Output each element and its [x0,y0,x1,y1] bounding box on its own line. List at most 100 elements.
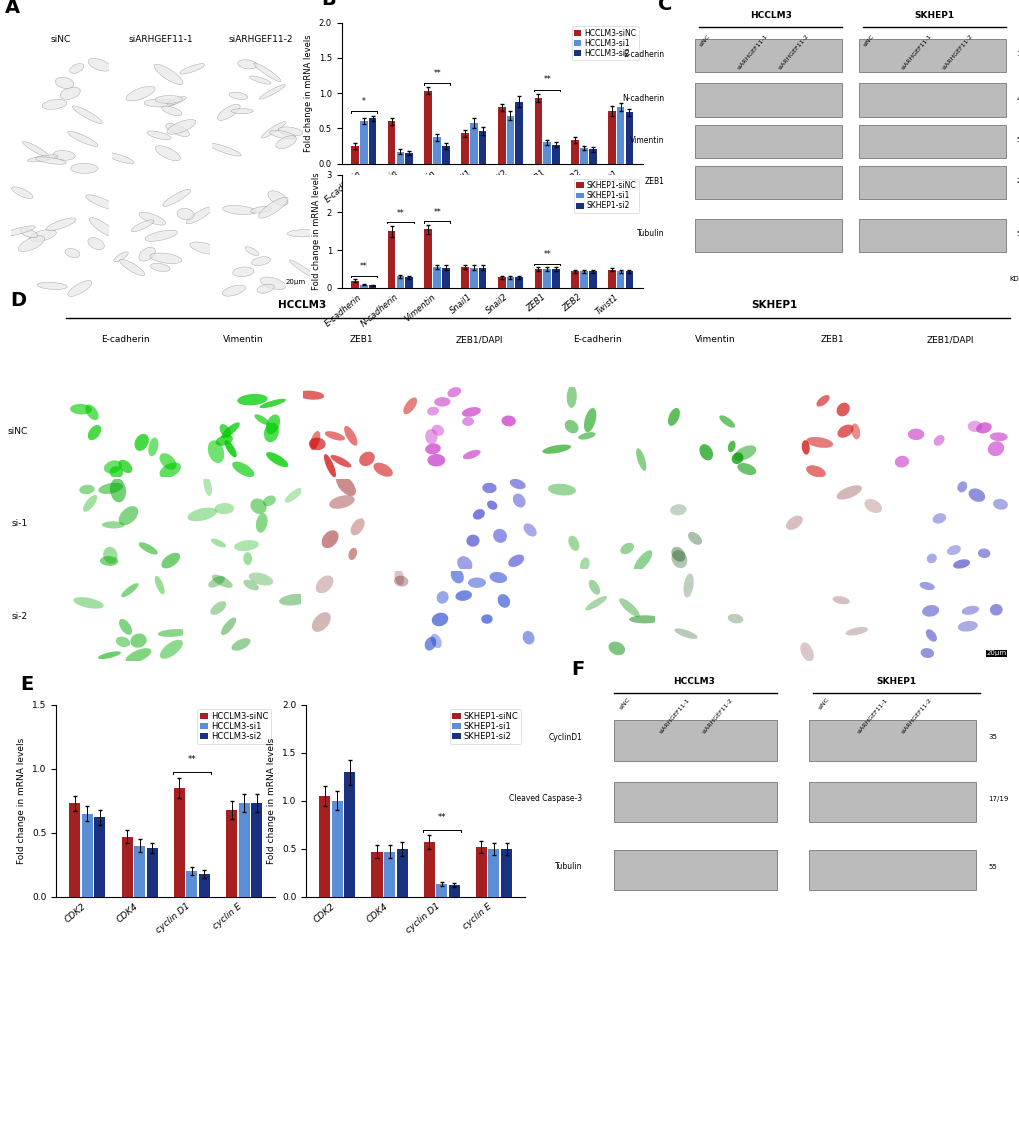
Ellipse shape [67,281,92,297]
Ellipse shape [894,456,908,468]
Text: **: ** [360,263,367,272]
Bar [551,268,559,288]
Ellipse shape [805,465,825,477]
Text: siARHGEF11-2: siARHGEF11-2 [701,697,734,734]
Ellipse shape [920,649,933,658]
Bar [616,107,624,164]
Text: siARHGEF11-1: siARHGEF11-1 [128,35,193,44]
Ellipse shape [116,636,130,647]
Ellipse shape [450,569,464,583]
Bar [470,267,477,288]
Ellipse shape [266,452,288,467]
Ellipse shape [961,606,978,615]
FancyBboxPatch shape [859,39,1006,72]
Bar [82,813,93,897]
Bar [423,843,434,897]
Text: Vimentin: Vimentin [694,335,735,344]
Ellipse shape [208,440,224,464]
Text: HCCLM3: HCCLM3 [673,677,714,686]
Ellipse shape [150,263,170,272]
Text: siARHGEF11-1: siARHGEF11-1 [900,34,932,71]
Text: CyclinD1: CyclinD1 [548,732,582,741]
Ellipse shape [845,627,867,635]
Text: Tubulin: Tubulin [554,862,582,871]
Bar [497,107,505,164]
Ellipse shape [86,405,99,421]
FancyBboxPatch shape [859,83,1006,116]
Ellipse shape [454,590,472,601]
Ellipse shape [73,597,104,609]
Ellipse shape [447,387,461,397]
Text: siARHGEF11-1: siARHGEF11-1 [736,34,768,71]
Ellipse shape [186,206,212,223]
Text: 120: 120 [1016,52,1019,58]
Legend: SKHEP1-siNC, SKHEP1-si1, SKHEP1-si2: SKHEP1-siNC, SKHEP1-si1, SKHEP1-si2 [574,178,638,212]
Ellipse shape [165,123,190,136]
Ellipse shape [932,435,944,446]
Ellipse shape [121,583,139,598]
Legend: HCCLM3-siNC, HCCLM3-si1, HCCLM3-si2: HCCLM3-siNC, HCCLM3-si1, HCCLM3-si2 [197,710,271,743]
Ellipse shape [88,425,101,440]
Bar [405,153,413,164]
Ellipse shape [481,615,492,624]
Bar [371,852,382,897]
Bar [405,277,413,288]
Bar [543,268,550,288]
Text: 55: 55 [987,864,996,870]
Text: N-cadherin: N-cadherin [622,94,664,103]
Bar [580,272,587,288]
Ellipse shape [462,407,480,417]
Text: HCCLM3: HCCLM3 [749,11,791,20]
Ellipse shape [436,591,448,603]
Y-axis label: Fold change in mRNA levels: Fold change in mRNA levels [304,34,313,152]
Ellipse shape [118,506,139,526]
Ellipse shape [489,572,506,583]
Ellipse shape [989,603,1002,616]
Ellipse shape [210,601,226,615]
Bar [199,874,210,897]
Text: siARHGEF11-1: siARHGEF11-1 [856,697,889,734]
Ellipse shape [287,230,321,237]
Ellipse shape [424,636,436,651]
Ellipse shape [237,60,257,69]
Ellipse shape [244,553,252,565]
Ellipse shape [728,441,735,452]
Ellipse shape [542,444,571,453]
Ellipse shape [98,483,123,494]
Ellipse shape [148,438,158,457]
Ellipse shape [975,422,990,433]
Ellipse shape [53,150,75,160]
Ellipse shape [667,408,680,426]
Ellipse shape [431,424,443,435]
Ellipse shape [926,554,935,563]
Ellipse shape [254,63,280,81]
Ellipse shape [159,453,176,470]
Ellipse shape [863,499,881,513]
Ellipse shape [257,284,274,293]
Ellipse shape [86,195,117,210]
Text: ZEB1: ZEB1 [348,335,373,344]
Text: Cleaved Caspase-3: Cleaved Caspase-3 [508,794,582,803]
Bar [360,122,367,164]
Ellipse shape [254,414,269,425]
Ellipse shape [208,143,240,156]
Bar [351,146,359,164]
Text: 35: 35 [987,734,997,740]
Ellipse shape [497,594,510,608]
Text: Vimentin: Vimentin [630,135,664,144]
Text: siARHGEF11-2: siARHGEF11-2 [776,34,809,71]
Text: siNC: siNC [618,697,631,711]
Ellipse shape [289,259,319,280]
Ellipse shape [585,596,606,610]
Text: ZEB1: ZEB1 [820,335,844,344]
Bar [173,788,184,897]
FancyBboxPatch shape [859,125,1006,158]
Ellipse shape [232,461,254,477]
Bar [534,268,542,288]
Ellipse shape [946,545,960,555]
Ellipse shape [343,426,357,446]
Ellipse shape [473,509,484,520]
Text: siNC: siNC [7,428,28,437]
Text: ZEB1: ZEB1 [644,177,664,186]
Text: **: ** [437,813,445,822]
